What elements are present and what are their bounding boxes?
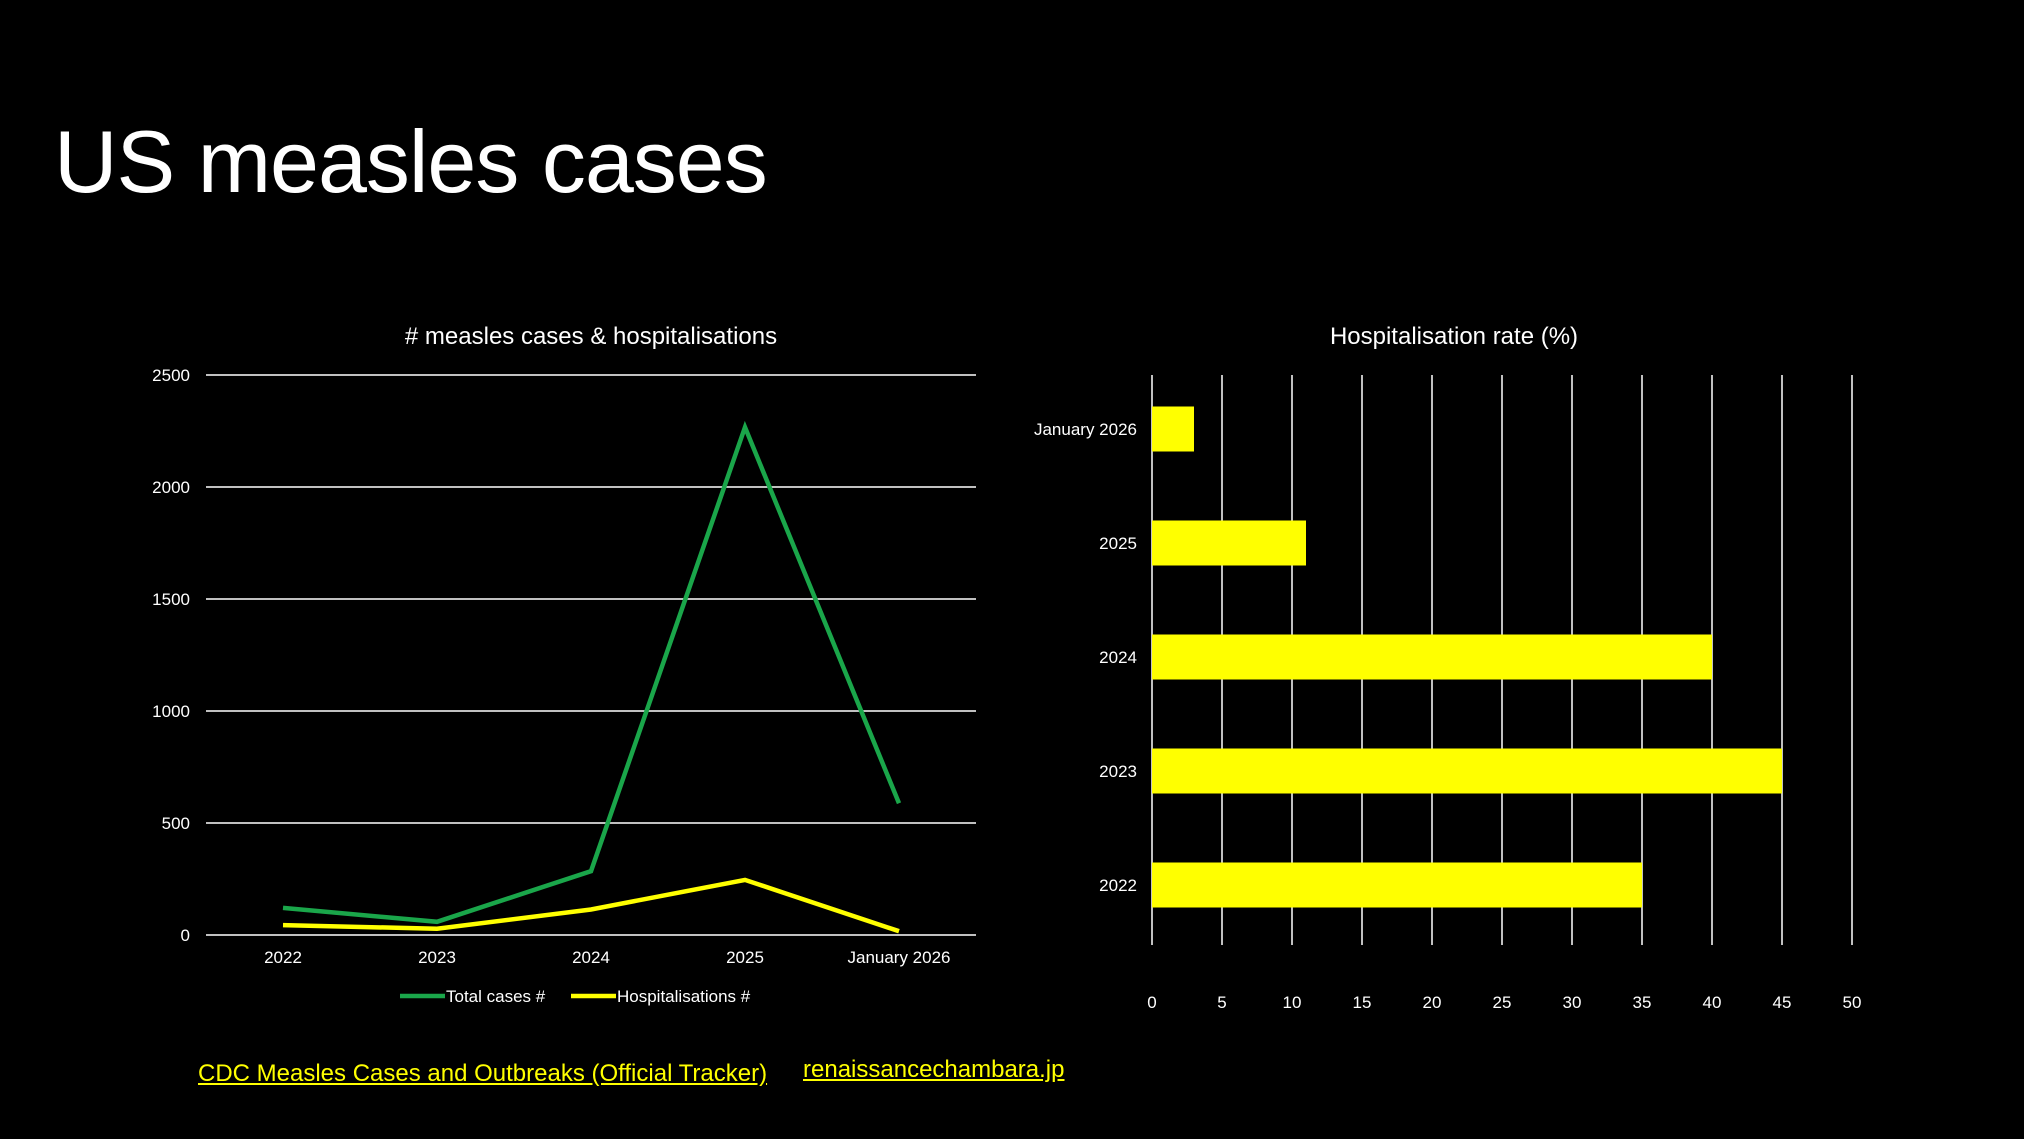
bar <box>1152 520 1306 566</box>
x-tick-label: 2025 <box>726 948 764 967</box>
y-tick-label: 2500 <box>152 366 190 385</box>
y-tick-label: 0 <box>181 926 190 945</box>
x-tick-label: 40 <box>1703 993 1722 1012</box>
y-tick-label: 2000 <box>152 478 190 497</box>
x-tick-label: 2022 <box>264 948 302 967</box>
y-category-label: 2024 <box>1099 648 1137 667</box>
bar <box>1152 634 1712 680</box>
y-category-label: 2025 <box>1099 534 1137 553</box>
bar-chart-title: Hospitalisation rate (%) <box>1330 323 1578 350</box>
bar <box>1152 748 1782 794</box>
x-tick-label: 25 <box>1493 993 1512 1012</box>
x-tick-label: January 2026 <box>847 948 950 967</box>
x-tick-label: 5 <box>1217 993 1226 1012</box>
x-tick-label: 35 <box>1633 993 1652 1012</box>
y-tick-label: 500 <box>162 814 190 833</box>
slide-title: US measles cases <box>54 112 768 211</box>
total-cases-line <box>282 420 902 925</box>
x-tick-label: 2023 <box>418 948 456 967</box>
cdc-tracker-link[interactable]: CDC Measles Cases and Outbreaks (Officia… <box>198 1060 768 1087</box>
x-tick-label: 30 <box>1563 993 1582 1012</box>
y-category-label: 2023 <box>1099 762 1137 781</box>
x-tick-label: 50 <box>1843 993 1862 1012</box>
bar <box>1152 862 1642 908</box>
x-tick-label: 2024 <box>572 948 610 967</box>
y-category-label: January 2026 <box>1034 420 1137 439</box>
x-tick-label: 0 <box>1147 993 1156 1012</box>
legend-label: Hospitalisations # <box>617 987 751 1006</box>
legend-label: Total cases # <box>446 987 546 1006</box>
x-tick-label: 10 <box>1283 993 1302 1012</box>
bar <box>1152 406 1194 452</box>
line-chart-title: # measles cases & hospitalisations <box>405 323 777 350</box>
y-tick-label: 1000 <box>152 702 190 721</box>
y-tick-label: 1500 <box>152 590 190 609</box>
hospitalisations-line <box>282 877 900 934</box>
x-tick-label: 45 <box>1773 993 1792 1012</box>
y-category-label: 2022 <box>1099 876 1137 895</box>
renaissancechambara-link[interactable]: renaissancechambara.jp <box>803 1056 1065 1083</box>
x-tick-label: 15 <box>1353 993 1372 1012</box>
x-tick-label: 20 <box>1423 993 1442 1012</box>
